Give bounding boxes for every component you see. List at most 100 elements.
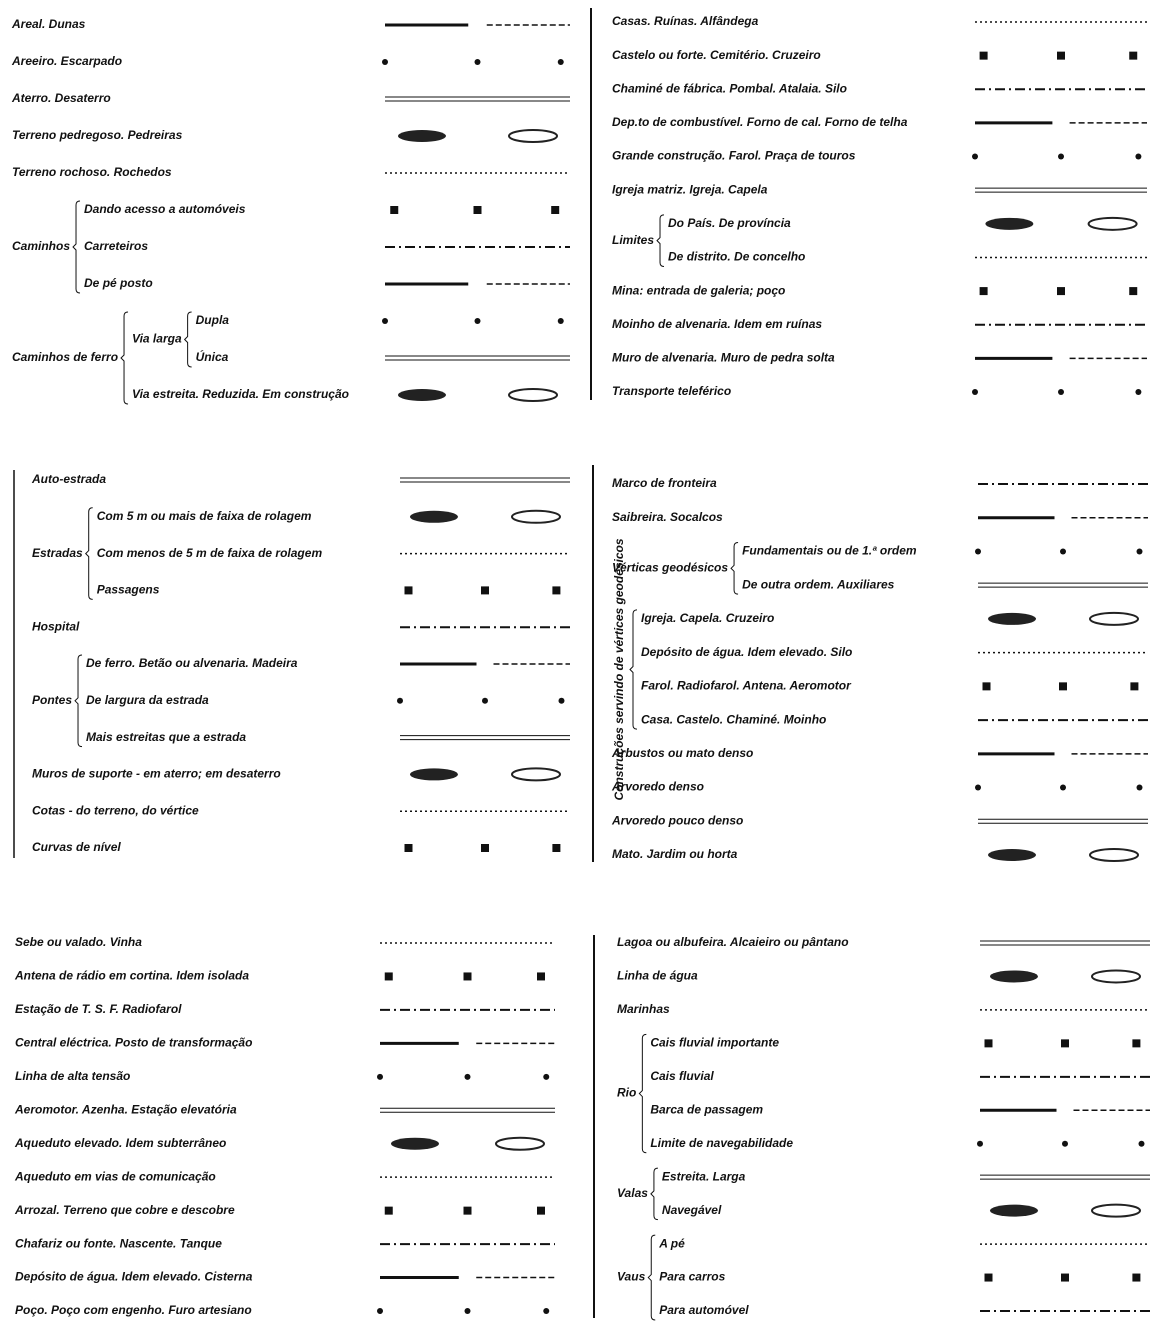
legend-label: Muros de suporte - em aterro; em desater… [32,767,281,781]
symbol-mark [1057,287,1065,296]
symbol-mark [979,287,988,296]
symbol-mark [481,844,489,852]
symbol-dot [558,697,565,704]
legend-label: Farol. Radiofarol. Antena. Aeromotor [641,679,852,693]
legend-label: Auto-estrada [31,472,106,486]
legend-label: Via estreita. Reduzida. Em construção [132,387,349,401]
symbol-mark [1061,1039,1069,1048]
symbol-mark [481,586,489,595]
symbol-mark [384,1206,393,1215]
symbol-shape [990,1204,1038,1217]
symbol-mark [1059,682,1067,691]
symbol-dot [975,548,981,555]
symbol-shape [511,767,561,782]
symbol-dot [377,1308,383,1314]
symbol-dot [1058,153,1064,160]
symbol-mark [551,206,560,214]
symbol-dot [1060,784,1066,791]
legend-label: Aterro. Desaterro [11,91,111,105]
symbol-dot [557,59,564,65]
legend-label: Para automóvel [659,1303,749,1317]
symbol-shape [398,389,446,401]
legend-label: Linha de água [617,969,698,983]
legend-label: Arvoredo pouco denso [611,813,743,827]
legend-label: Para carros [659,1270,725,1284]
symbol-dot [397,697,403,704]
legend-label: Com 5 m ou mais de faixa de rolagem [97,509,312,523]
group-bracket [74,654,83,748]
group-bracket [730,541,739,595]
symbol-shape [410,768,458,781]
legend-label: Central eléctrica. Posto de transformaçã… [15,1036,252,1050]
legend-label: Cotas - do terreno, do vértice [32,803,199,817]
legend-label: Linha de alta tensão [15,1069,130,1083]
group-bracket [638,1033,647,1154]
legend-label: De pé posto [84,276,153,290]
symbol-shape [985,217,1034,230]
legend-label: Aqueduto elevado. Idem subterrâneo [14,1136,226,1150]
group-bracket [629,609,638,730]
group-bracket [650,1167,658,1221]
symbol-shape [410,510,458,523]
symbol-shape [1091,1203,1141,1218]
symbol-shape [508,129,558,143]
symbol-shape [988,612,1036,625]
group-bracket [656,214,665,267]
symbol-dot [543,1308,550,1314]
symbol-dot [1060,548,1066,555]
legend-label: Castelo ou forte. Cemitério. Cruzeiro [612,48,821,62]
group-bracket [72,200,81,294]
group-label: Caminhos [12,239,70,253]
legend-label: Mato. Jardim ou horta [612,847,738,861]
symbol-mark [1057,51,1065,60]
legend-label: Chaminé de fábrica. Pombal. Atalaia. Sil… [612,81,847,95]
symbol-shape [1087,216,1138,231]
symbol-shape [511,509,561,524]
legend-label: Terreno pedregoso. Pedreiras [12,128,183,142]
group-label: Vérticas geodésicos [612,560,728,574]
symbol-shape [988,849,1036,861]
legend-label: Dupla [196,313,230,327]
symbol-mark [1130,682,1139,691]
legend-label: Com menos de 5 m de faixa de rolagem [97,546,323,560]
legend-label: Dando acesso a automóveis [84,202,246,216]
legend-label: Depósito de água. Idem elevado. Silo [641,645,852,659]
legend-label: Cais fluvial importante [650,1036,779,1050]
symbol-dot [377,1073,383,1080]
legend-label: Única [196,349,229,364]
symbol-shape [508,388,558,402]
legend-label: Mina: entrada de galeria; poço [612,283,785,297]
symbol-mark [1132,1039,1141,1048]
legend-label: Arvoredo denso [611,780,704,794]
symbol-dot [972,153,978,160]
group-label: Estradas [32,546,83,560]
legend-label: De ferro. Betão ou alvenaria. Madeira [86,656,298,670]
symbol-dot [464,1308,471,1314]
legend-label: Chafariz ou fonte. Nascente. Tanque [15,1236,222,1250]
group-label: Vaus [617,1270,646,1284]
legend-label: Hospital [32,619,80,633]
legend-label: Dep.to de combustível. Forno de cal. For… [612,115,908,129]
legend-label: Arbustos ou mato denso [611,746,753,760]
group-label: Construções servindo de vértices geodési… [612,538,626,800]
legend-label: Marco de fronteira [612,476,717,490]
legend-label: Depósito de água. Idem elevado. Cisterna [15,1270,253,1284]
legend-label: De largura da estrada [86,693,209,707]
symbol-shape [495,1136,545,1151]
legend-label: Limite de navegabilidade [650,1136,793,1150]
group-bracket [120,311,129,405]
symbol-mark [1129,51,1138,60]
symbol-dot [557,318,564,324]
legend-label: Poço. Poço com engenho. Furo artesiano [15,1303,252,1317]
symbol-dot [1062,1140,1068,1147]
symbol-dot [382,318,388,324]
legend-label: A pé [658,1236,685,1250]
legend-label: Saibreira. Socalcos [612,510,723,524]
symbol-mark [404,844,413,852]
symbol-mark [984,1039,993,1048]
symbol-mark [404,586,413,595]
legend-label: Grande construção. Farol. Praça de touro… [612,149,856,163]
legend-label: Transporte teleférico [612,384,731,398]
symbol-dot [1058,389,1064,395]
symbol-dot [382,59,388,65]
